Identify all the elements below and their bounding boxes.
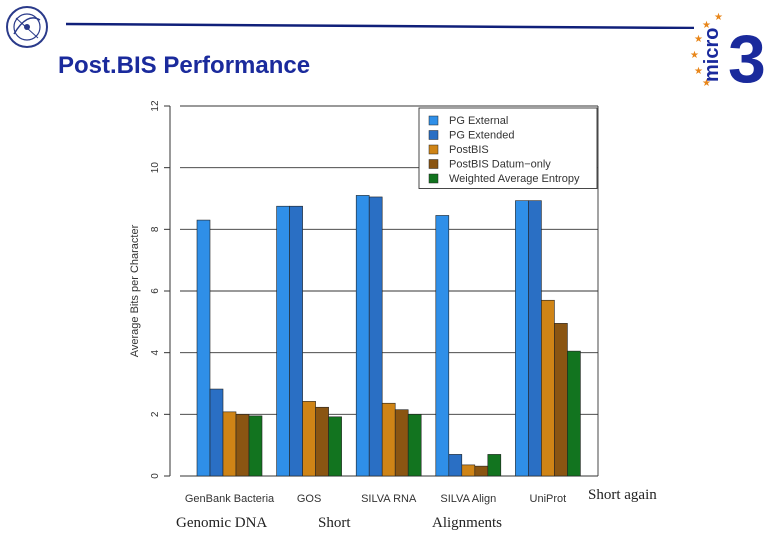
bar-pg-external: [355, 195, 370, 477]
bar-postbis: [381, 402, 396, 477]
bar-pg-external: [196, 219, 211, 477]
bar-chart: 0 2 4 6 8 10 12 Average Bits per Character GenBa…: [129, 100, 599, 505]
bar-weighted-average-entropy: [328, 416, 342, 477]
bar-pg-external: [515, 200, 529, 477]
bar-pg-extended: [289, 205, 303, 477]
logo-star: ★: [694, 34, 703, 45]
x-tick-label: SILVA Align: [440, 493, 496, 505]
x-tick-label: UniProt: [530, 493, 567, 505]
bar-weighted-average-entropy: [487, 454, 502, 477]
y-tick-label: 12: [150, 100, 161, 112]
y-tick-label: 2: [150, 411, 161, 417]
bar-pg-external: [276, 205, 290, 477]
logo-number: 3: [728, 21, 766, 90]
note-short: Short: [318, 515, 351, 531]
bar-pg-external: [435, 215, 450, 477]
bar-pg-extended: [448, 454, 463, 477]
bar-pg-extended: [528, 200, 542, 477]
legend-swatch: [428, 159, 439, 169]
legend-label: PostBIS: [449, 144, 489, 156]
bar-postbis: [222, 411, 237, 477]
x-tick-label: SILVA RNA: [361, 493, 417, 505]
bar-pg-extended: [368, 196, 383, 477]
y-tick-label: 10: [150, 162, 161, 174]
page-title: Post.BIS Performance: [58, 52, 311, 79]
logo-star: ★: [702, 20, 711, 31]
legend-label: PG External: [449, 115, 508, 127]
logo-star: ★: [694, 66, 703, 77]
bar-postbis: [302, 401, 316, 477]
bar-postbis-datum-only: [315, 406, 329, 477]
logo-star: ★: [690, 50, 699, 61]
note-genomic-dna: Genomic DNA: [176, 515, 268, 531]
university-logo-icon: [6, 6, 48, 48]
legend-swatch: [428, 115, 439, 126]
legend-swatch: [428, 173, 439, 184]
y-tick-label: 8: [150, 226, 161, 232]
bar-pg-extended: [209, 388, 224, 477]
bar-postbis-datum-only: [474, 465, 489, 477]
y-tick-label: 6: [150, 288, 161, 294]
bar-postbis-datum-only: [394, 409, 409, 477]
bar-weighted-average-entropy: [248, 415, 263, 477]
logo-star: ★: [714, 12, 723, 23]
legend-label: PG Extended: [449, 130, 514, 142]
micro3-logo-icon: ★ ★ ★ ★ ★ ★ micro 3: [690, 12, 766, 90]
bar-postbis-datum-only: [554, 323, 568, 477]
bar-postbis: [541, 299, 555, 477]
y-tick-label: 4: [150, 349, 161, 355]
bar-weighted-average-entropy: [567, 350, 581, 477]
y-tick-label: 0: [150, 473, 161, 479]
legend-swatch: [428, 144, 439, 155]
legend-swatch: [428, 130, 439, 140]
x-tick-label: GOS: [297, 493, 321, 505]
logo-text: micro: [701, 28, 723, 82]
y-axis-label: Average Bits per Character: [129, 224, 141, 357]
header-divider: [66, 22, 694, 29]
note-short-again: Short again: [588, 487, 657, 503]
legend-box: [418, 107, 598, 189]
bar-postbis-datum-only: [235, 414, 250, 477]
legend-label: PostBIS Datum−only: [449, 159, 551, 171]
bar-postbis: [461, 464, 476, 477]
legend-label: Weighted Average Entropy: [449, 173, 580, 185]
bar-weighted-average-entropy: [407, 414, 422, 477]
x-tick-label: GenBank Bacteria: [185, 493, 275, 505]
logo-star: ★: [702, 78, 711, 89]
note-alignments: Alignments: [432, 515, 502, 531]
